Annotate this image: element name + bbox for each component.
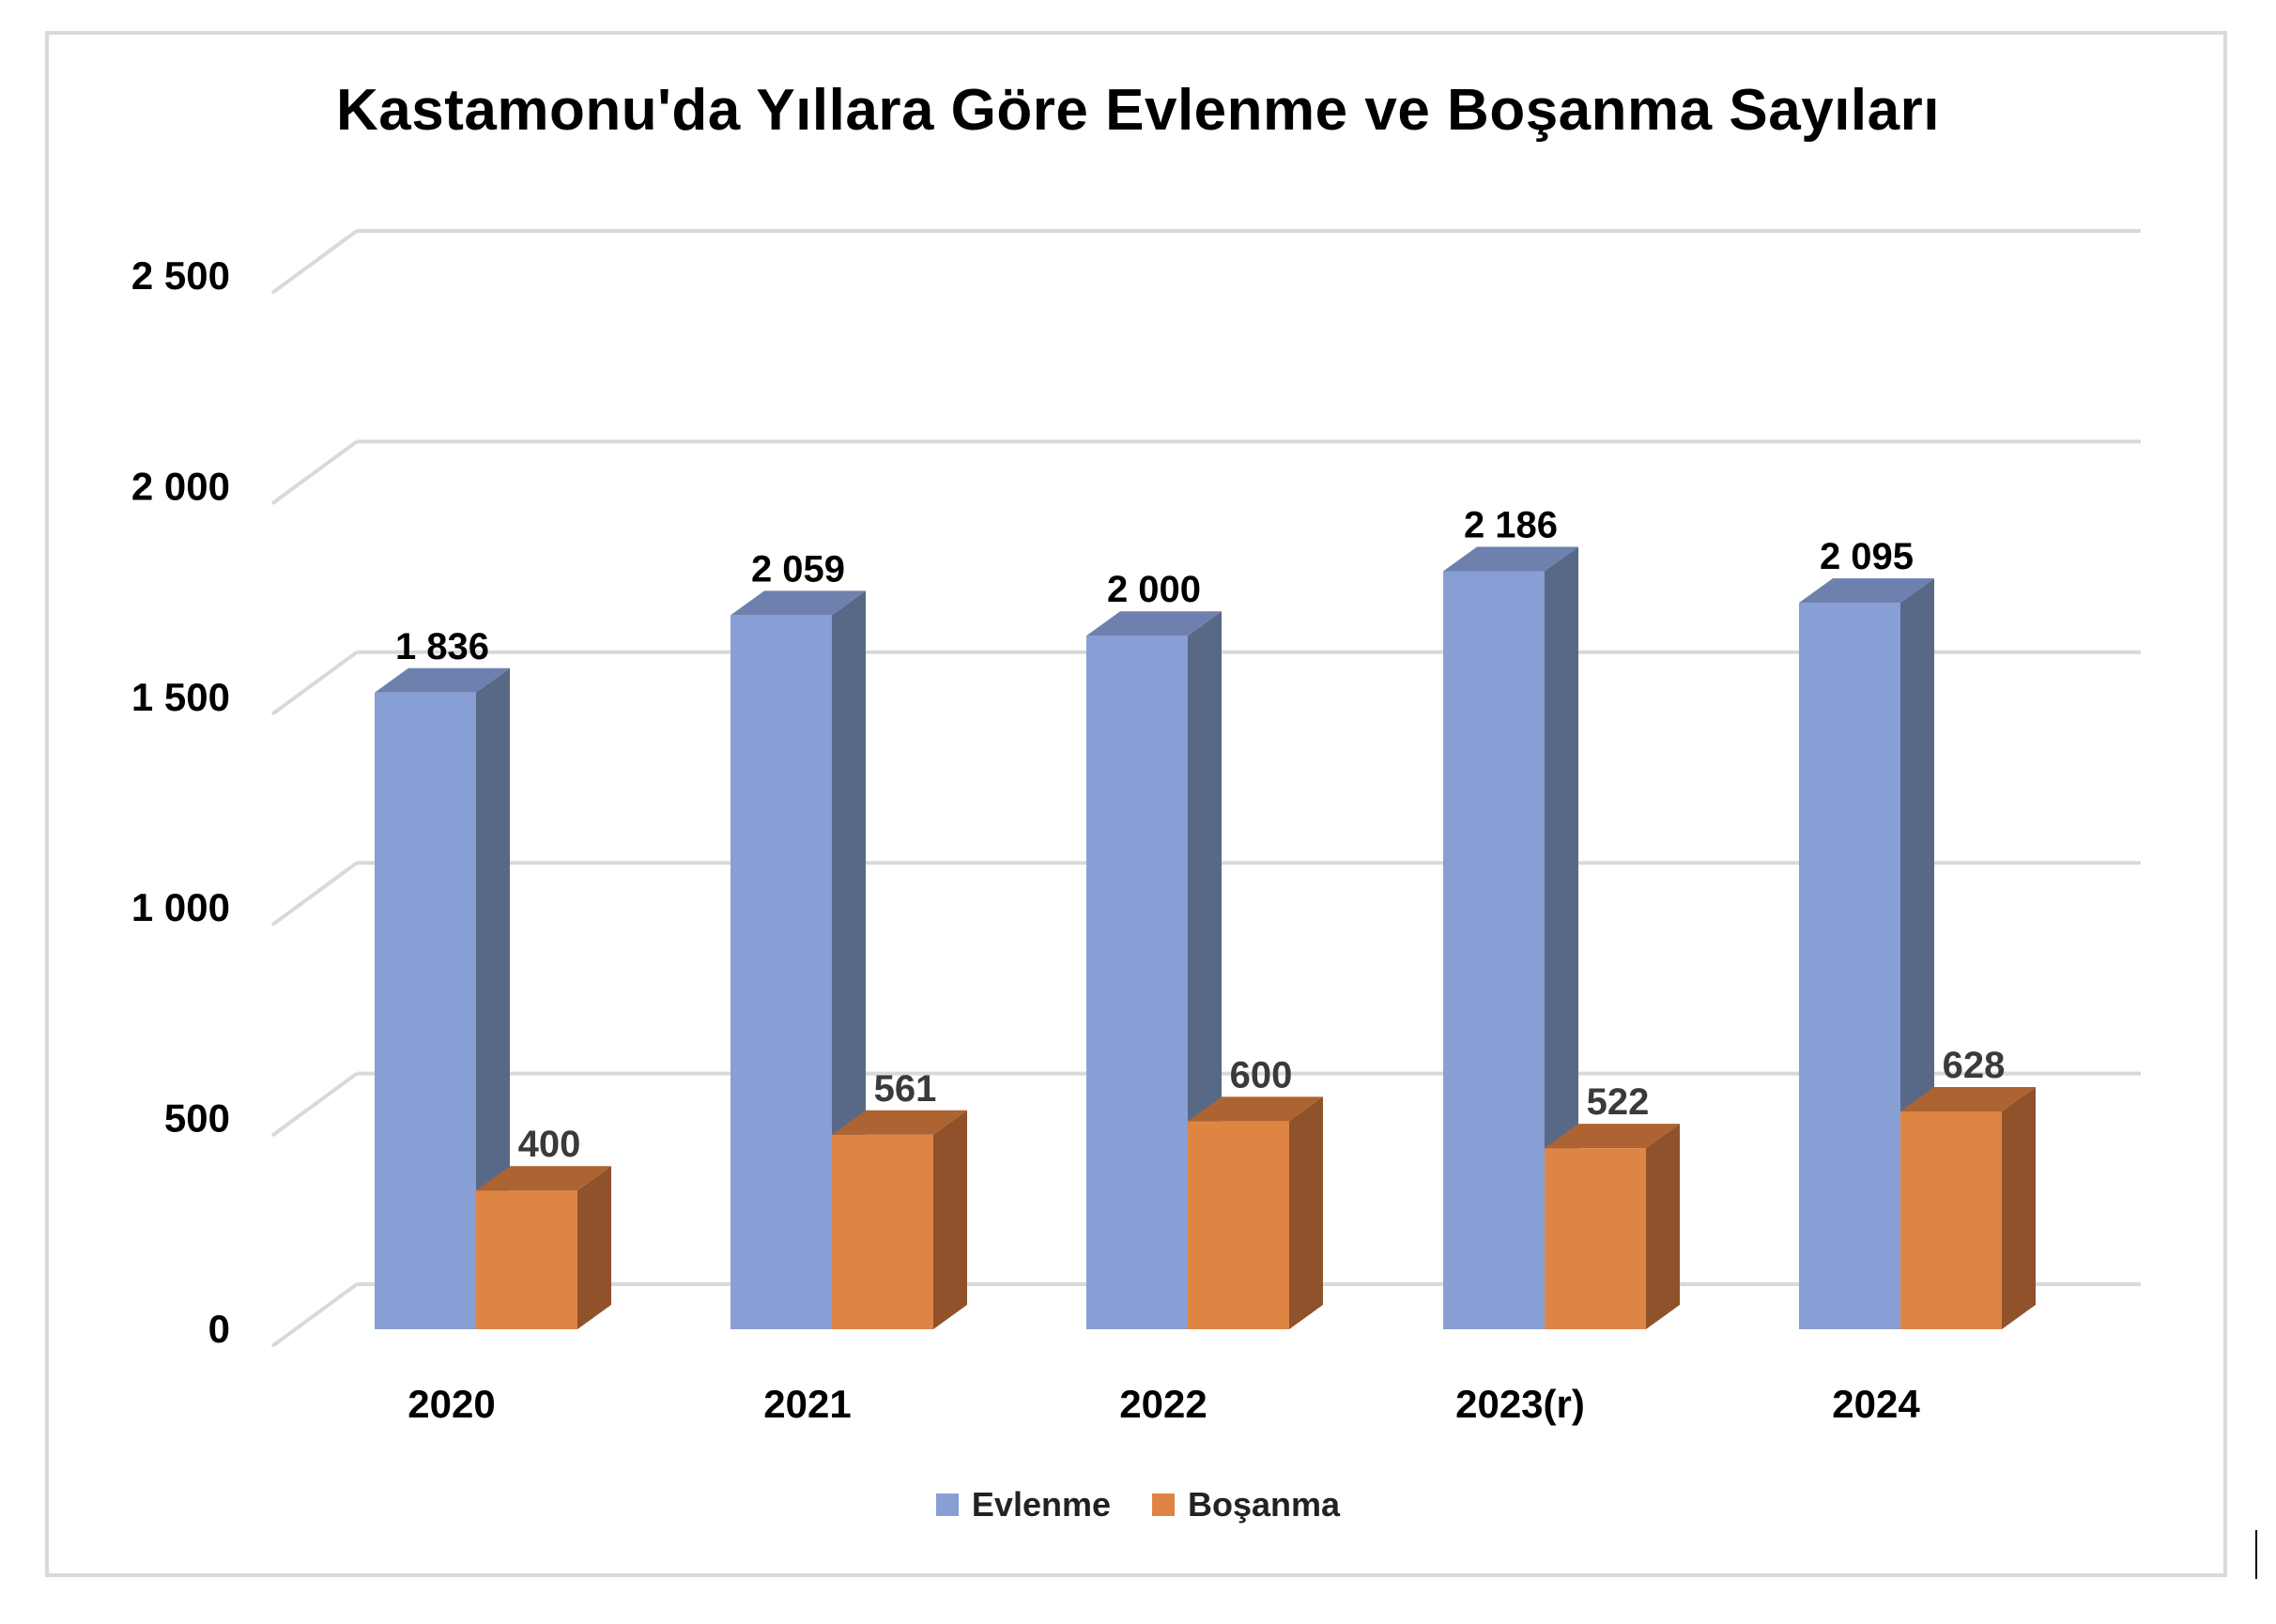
x-tick-label: 2021 [763,1382,851,1426]
text-cursor [2255,1530,2257,1579]
gridline-side [270,229,359,295]
legend: Evlenme Boşanma [0,1485,2276,1524]
bar-side [2002,1087,2036,1329]
x-tick-label: 2020 [408,1382,495,1426]
y-tick-label: 500 [164,1096,230,1141]
gridline-side [270,439,359,506]
x-tick-label: 2022 [1119,1382,1207,1426]
bar-evlenme-2022 [1086,611,1222,1329]
bar-top [1443,546,1578,572]
bar-front [1188,1121,1289,1329]
legend-item-evlenme[interactable]: Evlenme [935,1485,1111,1524]
bar-front [832,1134,933,1329]
gridline-side [270,1282,359,1348]
x-tick-label: 2023(r) [1455,1382,1585,1426]
bar-top [1188,1096,1323,1122]
data-label: 600 [1230,1054,1293,1095]
bar-top [1545,1124,1680,1149]
gridline-side [270,861,359,927]
x-tick-label: 2024 [1832,1382,1920,1426]
x-axis-ticks: 2020 2021 2022 2023(r) 2024 [408,1382,1920,1426]
bar-top [730,590,866,616]
bar-front [1900,1111,2002,1329]
data-label: 400 [518,1124,581,1165]
data-labels: 1 836 400 2 059 561 2 000 600 2 186 522 2 095 628 [395,504,2005,1165]
bar-evlenme-2021 [730,590,866,1329]
bar-front [1799,603,1900,1329]
bar-front [476,1190,577,1329]
data-label: 1 836 [395,626,489,667]
legend-item-bosanma[interactable]: Boşanma [1152,1485,1340,1524]
bar-boanma-2021 [832,1110,967,1329]
legend-swatch-evlenme [935,1494,959,1516]
gridline-side [270,651,359,716]
bar-top [476,1166,611,1191]
y-tick-label: 1 000 [131,885,230,929]
data-label: 2 059 [751,548,845,590]
bar-side [1646,1124,1680,1329]
bar-boanma-2022 [1188,1096,1323,1329]
chart-title: Kastamonu'da Yıllara Göre Evlenme ve Boş… [336,78,1940,143]
data-label: 628 [1943,1045,2006,1086]
bars [375,546,2036,1329]
y-tick-label: 2 000 [131,464,230,508]
bar-evlenme-2020 [375,667,510,1329]
bar-top [1086,611,1222,636]
data-label: 522 [1587,1081,1650,1123]
bar-boanma-2024 [1900,1087,2036,1329]
bar-top [1900,1087,2036,1112]
bar-side [933,1110,967,1329]
bar-front [1545,1148,1646,1329]
data-label: 561 [874,1068,937,1110]
bar-boanma-2023(r) [1545,1124,1680,1329]
data-label: 2 000 [1107,569,1201,610]
data-label: 2 095 [1820,536,1914,577]
data-label: 2 186 [1464,504,1558,545]
legend-label-bosanma: Boşanma [1188,1485,1341,1524]
bar-boanma-2020 [476,1166,611,1329]
gridline-side [270,1071,359,1138]
legend-swatch-bosanma [1152,1494,1175,1516]
bar-side [476,667,510,1329]
bar-evlenme-2023(r) [1443,546,1578,1329]
bar-top [375,667,510,693]
y-tick-label: 2 500 [131,253,230,298]
bar-side [577,1166,611,1329]
bar-top [1799,578,1934,604]
legend-label-evlenme: Evlenme [971,1485,1111,1524]
bar-front [1443,571,1545,1329]
bar-side [1289,1096,1323,1329]
y-axis-ticks: 0 500 1 000 1 500 2 000 2 500 [131,253,230,1351]
y-tick-label: 0 [208,1307,230,1351]
bar-front [730,615,832,1329]
bar-top [832,1110,967,1135]
bar-front [1086,636,1188,1329]
bar-front [375,692,476,1329]
y-tick-label: 1 500 [131,675,230,719]
